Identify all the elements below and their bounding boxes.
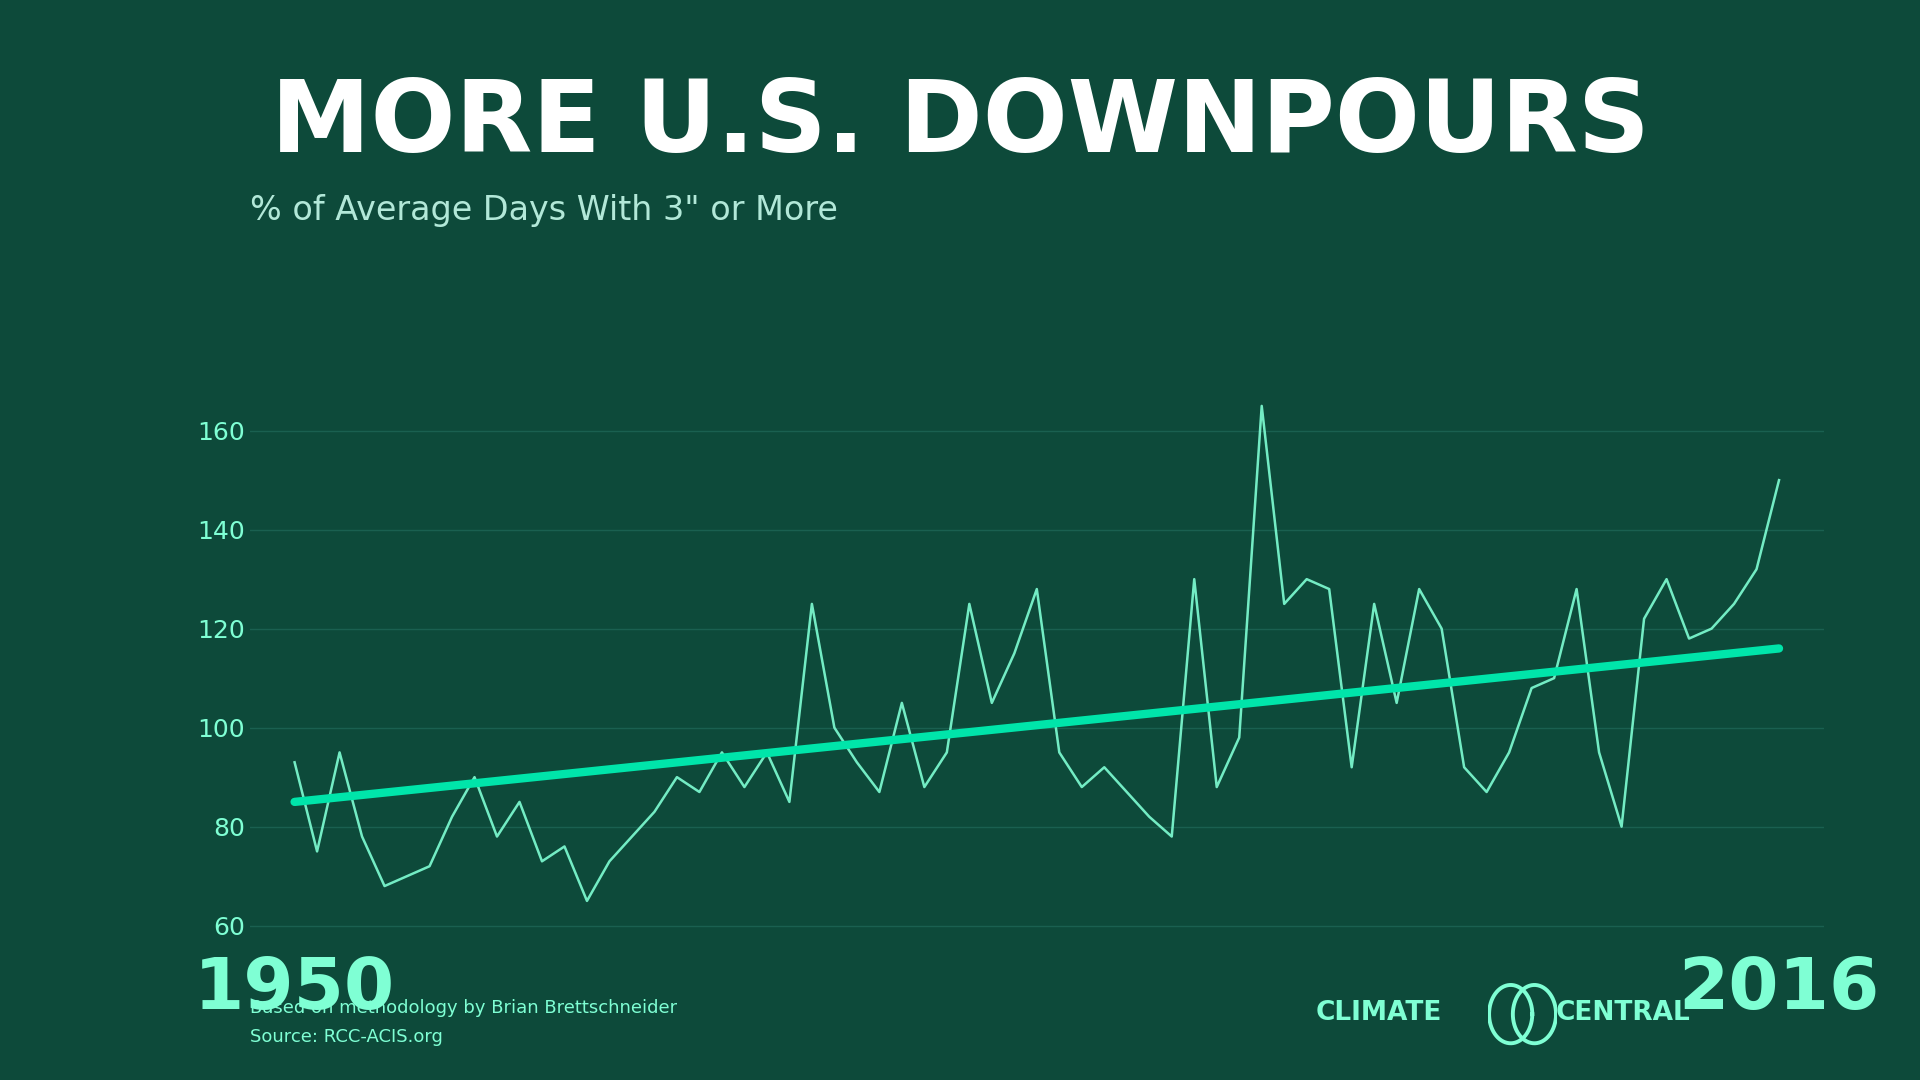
Text: CLIMATE: CLIMATE — [1315, 1000, 1442, 1026]
Text: MORE U.S. DOWNPOURS: MORE U.S. DOWNPOURS — [271, 76, 1649, 173]
Text: Based on methodology by Brian Brettschneider: Based on methodology by Brian Brettschne… — [250, 999, 676, 1017]
Text: % of Average Days With 3" or More: % of Average Days With 3" or More — [250, 194, 837, 228]
Text: Source: RCC-ACIS.org: Source: RCC-ACIS.org — [250, 1028, 442, 1047]
Text: CENTRAL: CENTRAL — [1555, 1000, 1690, 1026]
